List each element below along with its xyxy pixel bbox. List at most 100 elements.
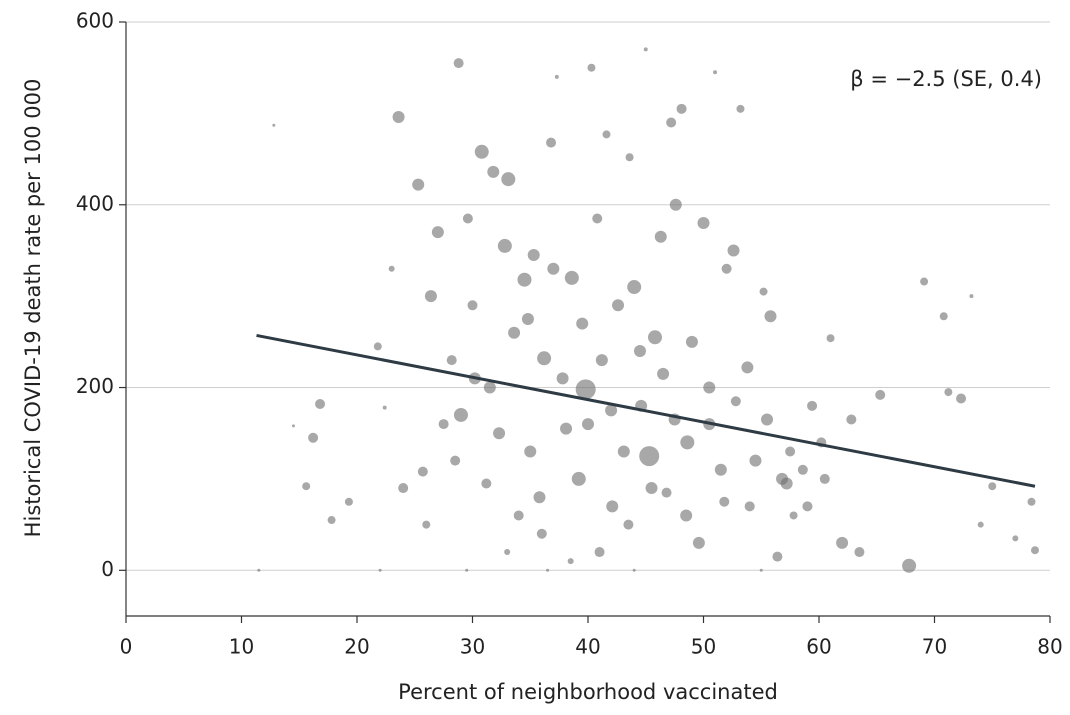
- data-point: [846, 414, 857, 425]
- data-point: [802, 501, 813, 512]
- data-point: [661, 487, 672, 498]
- data-point: [654, 230, 667, 243]
- data-point: [764, 310, 777, 323]
- data-point: [703, 381, 716, 394]
- data-point: [692, 536, 705, 549]
- data-point: [1027, 497, 1036, 506]
- data-point: [462, 213, 473, 224]
- data-point: [497, 238, 512, 253]
- data-point: [969, 294, 974, 299]
- data-point: [571, 471, 586, 486]
- data-point: [854, 547, 865, 558]
- data-point: [761, 413, 774, 426]
- y-tick-label: 0: [101, 557, 114, 581]
- data-point: [431, 226, 444, 239]
- data-point: [417, 466, 428, 477]
- data-point: [554, 74, 559, 79]
- annotation: β = −2.5 (SE, 0.4): [850, 67, 1042, 91]
- data-point: [639, 446, 660, 467]
- data-point: [697, 217, 710, 230]
- data-point: [605, 404, 618, 417]
- data-point: [797, 464, 808, 475]
- data-point: [493, 427, 506, 440]
- data-point: [446, 355, 457, 366]
- x-tick-label: 0: [120, 635, 133, 659]
- data-point: [450, 455, 461, 466]
- data-point: [685, 335, 698, 348]
- data-point: [719, 496, 730, 507]
- data-point: [807, 400, 818, 411]
- data-point: [988, 482, 997, 491]
- trend-line: [256, 333, 1036, 488]
- data-point: [627, 280, 642, 295]
- x-tick-label: 80: [1037, 635, 1062, 659]
- data-point: [759, 568, 763, 572]
- data-point: [736, 104, 745, 113]
- data-point: [504, 549, 511, 556]
- data-point: [422, 520, 431, 529]
- data-point: [606, 500, 619, 513]
- data-point: [741, 361, 754, 374]
- data-point: [424, 290, 437, 303]
- data-point: [487, 165, 500, 178]
- data-point: [481, 478, 492, 489]
- data-point: [483, 381, 496, 394]
- data-point: [587, 63, 596, 72]
- data-point: [524, 445, 537, 458]
- data-point: [373, 342, 382, 351]
- data-point: [257, 568, 261, 572]
- x-axis-label: Percent of neighborhood vaccinated: [398, 680, 778, 704]
- data-point: [592, 213, 603, 224]
- data-point: [398, 483, 409, 494]
- data-point: [308, 432, 319, 443]
- data-point: [730, 396, 741, 407]
- data-point: [595, 354, 608, 367]
- data-point: [378, 568, 382, 572]
- data-point: [759, 287, 768, 296]
- data-point: [547, 262, 560, 275]
- data-point: [977, 521, 984, 528]
- data-point: [536, 528, 547, 539]
- data-point: [1030, 546, 1039, 555]
- data-point: [508, 326, 521, 339]
- data-point: [388, 265, 395, 272]
- data-point: [749, 454, 762, 467]
- data-point: [939, 312, 948, 321]
- data-point: [623, 519, 634, 530]
- data-point: [546, 137, 557, 148]
- data-point: [392, 111, 405, 124]
- data-point: [645, 482, 658, 495]
- y-tick-label: 200: [76, 374, 114, 398]
- data-point: [602, 130, 611, 139]
- data-point: [533, 491, 546, 504]
- data-point: [537, 351, 552, 366]
- data-point: [647, 330, 662, 345]
- data-point: [582, 418, 594, 431]
- x-tick-label: 70: [922, 635, 947, 659]
- data-point: [315, 398, 326, 409]
- data-point: [546, 568, 550, 572]
- data-point: [291, 424, 295, 428]
- data-point: [875, 389, 886, 400]
- x-tick-label: 40: [575, 635, 600, 659]
- data-point: [676, 103, 687, 114]
- data-point: [594, 547, 605, 558]
- data-point: [643, 47, 648, 52]
- data-point: [272, 123, 276, 127]
- x-tick-label: 10: [229, 635, 254, 659]
- data-point: [576, 317, 589, 330]
- y-axis-label: Historical COVID-19 death rate per 100 0…: [21, 79, 45, 538]
- data-point: [776, 472, 789, 485]
- x-tick-label: 20: [344, 635, 369, 659]
- data-point: [517, 272, 532, 287]
- data-point: [819, 473, 830, 484]
- data-point: [713, 70, 718, 75]
- data-point: [944, 388, 953, 397]
- y-tick-label: 600: [76, 9, 114, 33]
- data-point: [617, 445, 630, 458]
- data-point: [789, 511, 798, 520]
- data-point: [474, 144, 489, 159]
- data-point: [956, 393, 967, 404]
- data-point: [412, 178, 425, 191]
